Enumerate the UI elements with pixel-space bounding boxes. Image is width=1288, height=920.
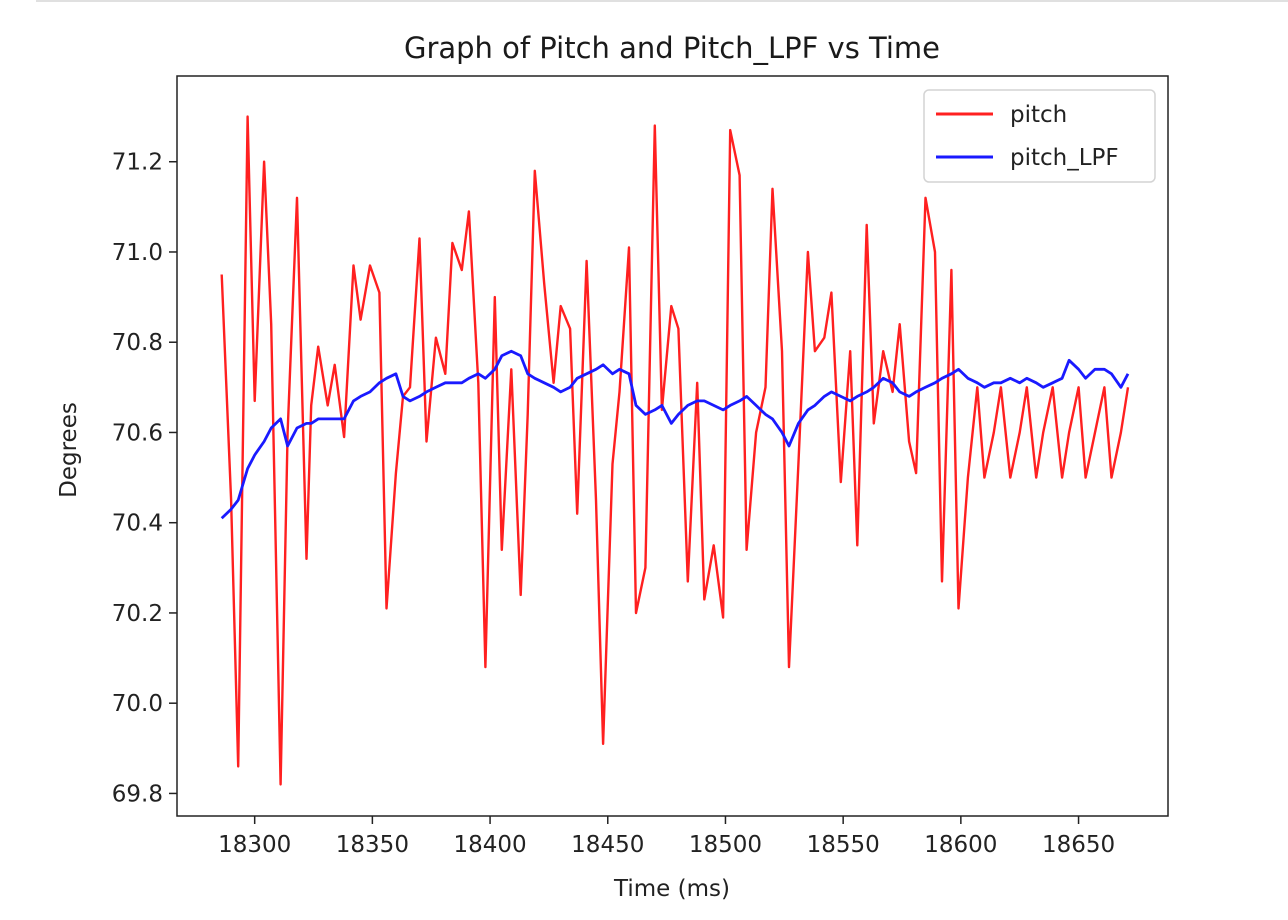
y-tick-label: 70.4 [112,511,163,537]
series-line-pitch [220,115,1130,786]
x-tick-label: 18600 [924,832,997,858]
y-tick-label: 70.2 [112,601,163,627]
x-tick-label: 18500 [689,832,762,858]
x-axis: 18300 18350 18400 18450 18500 18550 18600 18650 [218,816,1115,858]
y-tick-label: 70.6 [112,420,163,446]
x-tick-label: 18550 [807,832,880,858]
x-axis-label: Time (ms) [613,876,730,902]
y-axis: 69.8 70.0 70.2 70.4 70.6 70.8 71.0 71.2 [112,150,177,807]
x-tick-label: 18300 [218,832,291,858]
top-divider [36,0,1288,2]
y-tick-label: 71.2 [112,150,163,176]
x-tick-label: 18400 [453,832,526,858]
series-lines [220,115,1130,786]
legend-label-pitch-lpf: pitch_LPF [1010,145,1119,171]
chart-title: Graph of Pitch and Pitch_LPF vs Time [404,31,940,65]
plot-area [176,75,1169,817]
x-tick-label: 18350 [336,832,409,858]
legend-label-pitch: pitch [1010,102,1067,128]
y-tick-label: 70.8 [112,330,163,356]
x-tick-label: 18650 [1042,832,1115,858]
y-axis-label: Degrees [56,402,82,498]
y-tick-label: 70.0 [112,691,163,717]
x-tick-label: 18450 [571,832,644,858]
y-tick-label: 71.0 [112,240,163,266]
series-line-pitch-lpf [220,349,1130,520]
legend: pitch pitch_LPF [923,89,1156,183]
y-tick-label: 69.8 [112,781,163,807]
